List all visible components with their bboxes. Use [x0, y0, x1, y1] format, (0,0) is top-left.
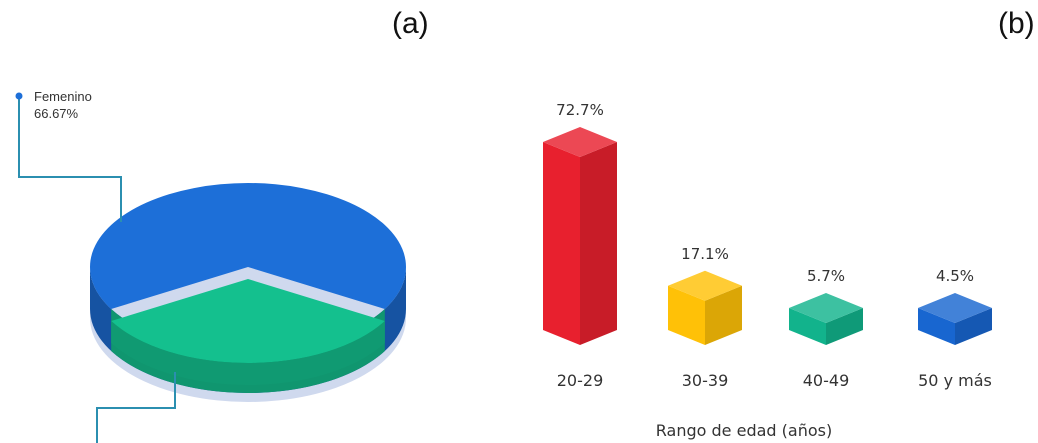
bar-value-label: 5.7% — [807, 267, 845, 285]
bar-40-49 — [789, 293, 863, 345]
category-label: 50 y más — [918, 371, 992, 390]
pie-chart: Femenino 66.67% — [15, 89, 407, 443]
pie-slice-femenino — [90, 183, 407, 310]
leader-line-second-slice — [96, 372, 176, 443]
bar-chart: 72.7% 20-29 17.1% 30-39 5.7% 40-49 4.5% 50 y má… — [543, 101, 992, 390]
category-label: 30-39 — [682, 371, 729, 390]
leader-line-femenino — [18, 99, 122, 222]
category-label: 40-49 — [803, 371, 850, 390]
bar-value-label: 4.5% — [936, 267, 974, 285]
pie-label-femenino: Femenino — [34, 89, 92, 104]
bar-50-y-m-s — [918, 293, 992, 345]
bar-20-29 — [543, 127, 617, 345]
pie-slice-2-edge — [111, 321, 385, 386]
panel-label-a: (a) — [392, 7, 429, 40]
panel-label-b: (b) — [998, 7, 1035, 40]
bar-value-label: 17.1% — [681, 245, 729, 263]
pie-slice-2 — [111, 279, 385, 363]
bar-value-label: 72.7% — [556, 101, 604, 119]
x-axis-title: Rango de edad (años) — [656, 421, 832, 440]
legend-dot-femenino — [15, 92, 23, 100]
category-label: 20-29 — [557, 371, 604, 390]
bar-30-39 — [668, 270, 742, 345]
pie-value-femenino: 66.67% — [34, 106, 79, 121]
